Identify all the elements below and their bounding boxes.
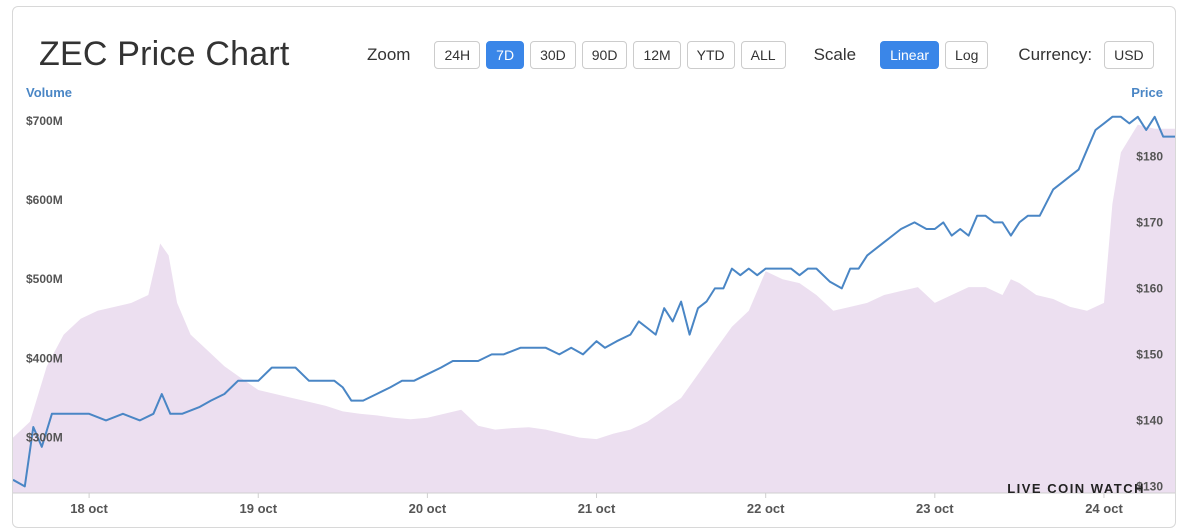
price-axis-title: Price — [1131, 85, 1163, 100]
volume-tick-label: $700M — [26, 114, 63, 128]
volume-tick-label: $300M — [26, 431, 63, 445]
scale-label: Scale — [813, 45, 857, 64]
chart-panel: ZEC Price Chart Zoom 24H 7D 30D 90D 12M … — [12, 6, 1176, 528]
watermark: LIVE COIN WATCH — [1007, 481, 1145, 496]
price-line-layer — [13, 115, 1175, 488]
price-tick-label: $150 — [1136, 347, 1163, 361]
x-tick-label: 22 oct — [747, 501, 785, 516]
volume-axis: Volume $300M $400M $500M $600M $700M — [26, 85, 72, 445]
volume-area-layer — [13, 124, 1175, 493]
x-tick-label: 20 oct — [409, 501, 447, 516]
zoom-all-button[interactable]: ALL — [740, 41, 786, 69]
x-tick-label: 21 oct — [578, 501, 616, 516]
x-tick-label: 24 oct — [1085, 501, 1123, 516]
zoom-label: Zoom — [367, 45, 411, 64]
currency-select[interactable]: USD — [1104, 41, 1154, 69]
scale-log-button[interactable]: Log — [945, 41, 989, 69]
price-tick-label: $180 — [1136, 149, 1163, 163]
zoom-ytd-button[interactable]: YTD — [686, 41, 735, 69]
price-tick-label: $140 — [1136, 413, 1163, 427]
volume-axis-title: Volume — [26, 85, 72, 100]
volume-tick-label: $500M — [26, 272, 63, 286]
chart-controls: Zoom 24H 7D 30D 90D 12M YTD ALL Scale Li… — [367, 39, 1160, 71]
x-tick-label: 19 oct — [240, 501, 278, 516]
price-axis: Price $130 $140 $150 $160 $170 $180 — [1131, 85, 1163, 493]
zoom-30d-button[interactable]: 30D — [530, 41, 576, 69]
date-axis: 18 oct 19 oct 20 oct 21 oct 22 oct 23 oct 24 o… — [13, 492, 1175, 516]
chart-title: ZEC Price Chart — [39, 35, 290, 73]
currency-label: Currency: — [1018, 45, 1093, 64]
zoom-12m-button[interactable]: 12M — [633, 41, 681, 69]
x-tick-label: 23 oct — [916, 501, 954, 516]
price-tick-label: $130 — [1136, 479, 1163, 493]
scale-linear-button[interactable]: Linear — [880, 41, 940, 69]
price-line — [13, 115, 1175, 488]
zoom-90d-button[interactable]: 90D — [581, 41, 628, 69]
price-volume-chart[interactable]: Volume $300M $400M $500M $600M $700M Price $13… — [13, 7, 1175, 527]
volume-area — [13, 124, 1175, 493]
x-tick-label: 18 oct — [70, 501, 108, 516]
price-tick-label: $160 — [1136, 281, 1163, 295]
zoom-24h-button[interactable]: 24H — [434, 41, 481, 69]
volume-tick-label: $400M — [26, 351, 63, 365]
volume-tick-label: $600M — [26, 193, 63, 207]
price-tick-label: $170 — [1136, 215, 1163, 229]
zoom-7d-button[interactable]: 7D — [486, 41, 525, 69]
